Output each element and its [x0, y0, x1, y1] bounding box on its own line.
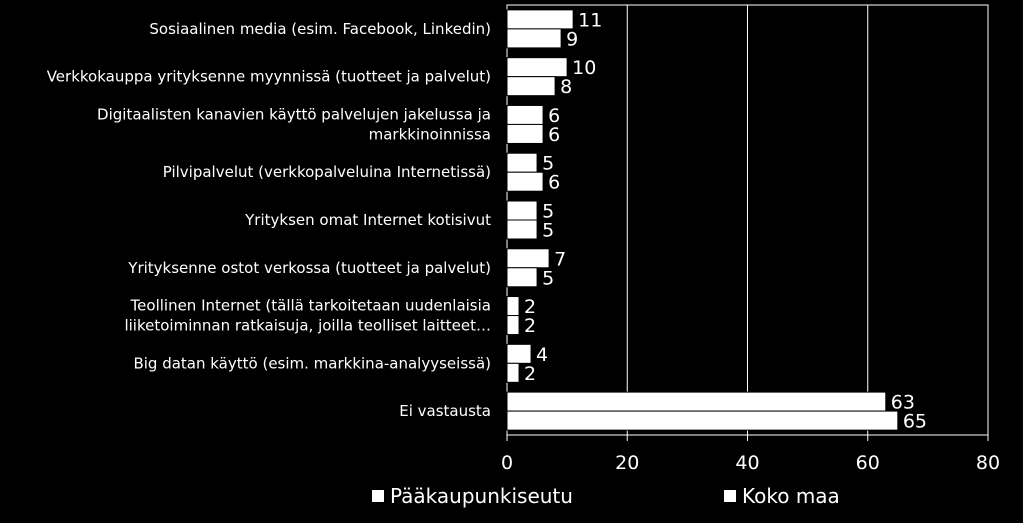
bar-koko-maa: [506, 171, 544, 192]
bar-koko-maa: [506, 28, 562, 49]
category-label: Pilvipalvelut (verkkopalveluina Internet…: [163, 163, 491, 181]
data-label: 2: [524, 296, 536, 318]
legend-swatch-series-1: [372, 490, 384, 502]
category-label: Digitaalisten kanavien käyttö palvelujen…: [97, 105, 491, 143]
bar-paakaupunkiseutu: [506, 57, 568, 78]
data-label: 9: [566, 28, 578, 50]
data-label: 5: [542, 201, 554, 223]
data-label: 6: [548, 105, 560, 127]
x-tick-label: 60: [856, 452, 880, 474]
data-label: 2: [524, 315, 536, 337]
legend-item-series-2: Koko maa: [724, 484, 840, 508]
data-label: 2: [524, 363, 536, 385]
data-label: 7: [554, 248, 566, 270]
legend-label-series-1: Pääkaupunkiseutu: [390, 484, 573, 508]
legend-swatch-series-2: [724, 490, 736, 502]
category-label: Big datan käyttö (esim. markkina-analyys…: [133, 354, 491, 372]
category-label: Ei vastausta: [399, 402, 491, 420]
data-label: 6: [548, 172, 560, 194]
data-label: 5: [542, 153, 554, 175]
bar-paakaupunkiseutu: [506, 343, 532, 364]
bar-paakaupunkiseutu: [506, 248, 550, 269]
x-tick-label: 0: [501, 452, 513, 474]
legend: Pääkaupunkiseutu Koko maa: [0, 484, 1023, 512]
data-label: 63: [891, 392, 915, 414]
bar-koko-maa: [506, 362, 520, 383]
x-tick-label: 80: [976, 452, 1000, 474]
data-label: 5: [542, 267, 554, 289]
data-label: 5: [542, 220, 554, 242]
data-label: 11: [578, 9, 602, 31]
category-label: Verkkokauppa yrityksenne myynnissä (tuot…: [47, 68, 491, 86]
bar-paakaupunkiseutu: [506, 152, 538, 173]
legend-item-series-1: Pääkaupunkiseutu: [372, 484, 573, 508]
x-tick-label: 20: [615, 452, 639, 474]
bar-paakaupunkiseutu: [506, 200, 538, 221]
data-label: 10: [572, 57, 596, 79]
data-label: 65: [903, 411, 927, 433]
bar-paakaupunkiseutu: [506, 104, 544, 125]
bar-koko-maa: [506, 76, 556, 97]
bar-koko-maa: [506, 219, 538, 240]
bar-chart: 0 20 40 60 80 Sosiaalinen media (esim. Facebo…: [47, 4, 1000, 474]
bar-paakaupunkiseutu: [506, 391, 887, 412]
data-label: 8: [560, 76, 572, 98]
category-label: Yrityksenne ostot verkossa (tuotteet ja …: [127, 259, 491, 277]
legend-label-series-2: Koko maa: [742, 484, 840, 508]
bar-koko-maa: [506, 123, 544, 144]
bar-paakaupunkiseutu: [506, 9, 574, 30]
category-label: Sosiaalinen media (esim. Facebook, Linke…: [149, 20, 491, 38]
bar-koko-maa: [506, 315, 520, 336]
data-label: 6: [548, 124, 560, 146]
bar-koko-maa: [506, 267, 538, 288]
bar-paakaupunkiseutu: [506, 296, 520, 317]
category-label: Teollinen Internet (tällä tarkoitetaan u…: [124, 297, 491, 335]
bar-koko-maa: [506, 410, 899, 431]
data-label: 4: [536, 344, 548, 366]
category-label: Yrityksen omat Internet kotisivut: [244, 211, 491, 229]
x-tick-label: 40: [735, 452, 759, 474]
